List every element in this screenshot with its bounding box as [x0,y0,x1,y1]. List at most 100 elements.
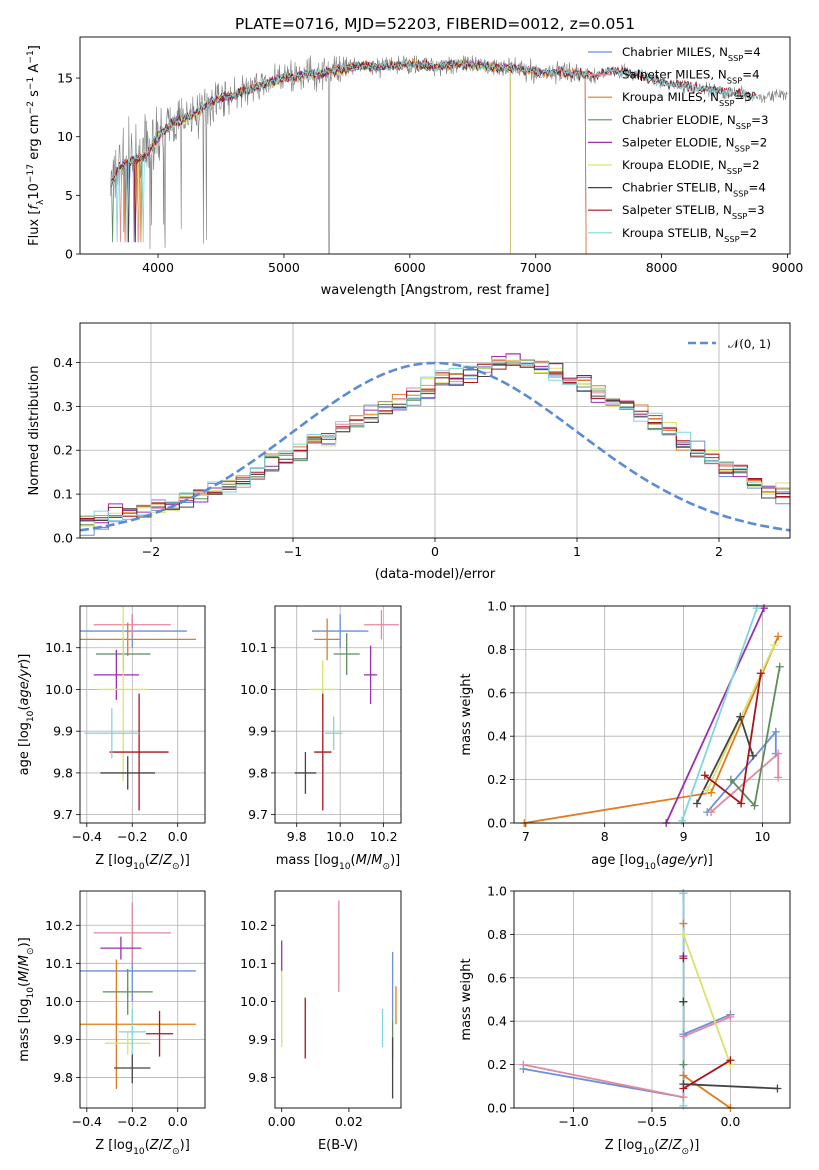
residuals-xtick-label: 1 [573,544,581,559]
legend-entry-part: Salpeter MILES, N [622,68,727,82]
plus-marker [774,632,783,641]
spectrum-plot [109,55,788,254]
mass-vs-metallicity-plot [80,902,196,1089]
residuals-axes: −2 −1 0 1 2 0.0 0.1 0.2 0.3 0.4 (data-model)/error… [27,322,791,582]
y-axis-label-part: age [log [17,722,32,775]
x-axis-label: Z [log10(Z/Z⊙)] [95,1138,190,1157]
model-kroupa-miles [111,57,587,254]
mass-weight-vs-metallicity-ytick-label: 0.8 [487,927,507,942]
age-vs-mass-ytick-label: 9.9 [248,724,268,739]
y-axis-label-part: M [17,971,32,982]
spectrum-xtick-label: 8000 [646,260,678,275]
mass-weight-vs-metallicity-axes: −1.0 −0.5 0.00.00.20.40.60.81.0Z [log10(Z/… [459,884,791,1157]
mass-vs-extinction-ytick-label: 10.0 [240,994,268,1009]
y-axis-label-part: A [27,64,42,77]
y-axis-label-part: −17 [26,164,36,183]
plus-marker [775,662,784,671]
x-axis-label-part: Z [658,1138,669,1153]
x-axis-label-part: mass [log [276,853,339,868]
legend-entry-part: SSP [719,98,734,108]
y-axis-label-part: s [27,90,42,101]
age-vs-mass-ytick-label: 9.7 [248,807,268,822]
legend-entry-part: SSP [728,53,743,63]
legend-entry: 𝒩(0, 1) [728,337,771,351]
legend-entry-part: Kroupa STELIB, N [622,226,724,240]
plus-marker [774,773,783,782]
x-axis-label-part: )] [689,1138,699,1153]
mass-weight-vs-metallicity-ytick-label: 0.2 [487,1057,507,1072]
y-axis-label-part: f [27,203,42,210]
legend-entry: Kroupa ELODIE, NSSP=2 [622,158,760,176]
x-axis-label-part: 10 [133,862,145,872]
plus-marker [726,775,735,784]
legend-entry-part: SSP [724,234,739,244]
plus-marker [770,641,779,650]
model-salpeter-miles [111,60,587,254]
mass-vs-extinction-ytick-label: 10.2 [240,918,268,933]
mass-weight-vs-age-xtick-label: 8 [601,829,609,844]
plus-marker [774,749,783,758]
y-axis-label-part: age/yr [17,662,32,705]
plus-marker [692,799,701,808]
plus-marker [756,669,765,678]
legend-entry-part: Salpeter ELODIE, N [622,135,734,149]
model-chabrier-elodie [111,58,511,254]
legend-entry-part: Kroupa ELODIE, N [622,158,727,172]
spectrum-xtick-label: 5000 [268,260,300,275]
mass-weight-vs-metallicity-ytick-label: 0.6 [487,970,507,985]
x-axis-label: Z [log10(Z/Z⊙)] [95,853,190,872]
mass-vs-metallicity-ytick-label: 9.9 [53,1032,73,1047]
residuals-ytick-label: 0.1 [53,487,73,502]
mass-weight-vs-age-plot [524,607,781,823]
x-axis-label-part: Z [log [95,853,133,868]
age-vs-mass-ytick-label: 9.8 [248,765,268,780]
plus-marker [679,930,688,939]
y-axis-label-part: −1 [26,50,36,63]
y-axis-label-part: )] [17,937,32,947]
x-axis-label-part: 10 [643,1147,655,1157]
x-axis-label-part: Z [162,1138,173,1153]
legend-entry-part: =4 [749,181,766,195]
mass-vs-extinction-axes: 0.00 0.02 9.8 9.9 10.0 10.1 10.2 E(B-V) [240,890,402,1153]
residuals-ytick-label: 0.2 [53,443,73,458]
y-axis-label-part: −2 [26,101,36,114]
plus-marker [700,771,709,780]
plus-marker [679,919,688,928]
x-axis-label-part: age [log [591,853,644,868]
chart-title: PLATE=0716, MJD=52203, FIBERID=0012, z=0… [235,15,635,33]
plus-marker [771,727,780,736]
age-vs-mass-xtick-label: 10.2 [370,829,398,844]
age-vs-mass-xtick-label: 9.8 [287,829,307,844]
x-axis-label-part: Z [log [95,1138,133,1153]
plus-marker [726,1012,735,1021]
x-axis-label-part: Z [162,853,173,868]
residuals-xtick-label: −1 [284,544,302,559]
plus-marker [519,1060,528,1069]
x-axis-label-part: ( [654,1138,659,1153]
y-axis-label: mass weight [459,958,474,1040]
y-axis-label-part: / [17,966,32,971]
axes-frame [79,36,791,255]
model-kroupa-stelib [111,59,756,243]
plus-marker [759,604,768,613]
y-axis-label-part: ( [17,982,32,987]
legend-entry: Kroupa MILES, NSSP=3 [622,90,752,108]
legend-entry-part: SSP [734,143,749,153]
y-axis-label-part: 10 [27,183,42,200]
age-vs-metallicity-axes: −0.4 −0.2 0.09.79.89.910.010.1Z [log10(Z/Z… [17,605,206,872]
model-salpeter-elodie [111,58,511,254]
y-axis-label-part: λ [36,199,46,205]
axes-frame [513,890,791,1109]
legend-entry: Salpeter ELODIE, NSSP=2 [622,135,767,153]
axes-frame [513,605,791,824]
plus-marker [736,712,745,721]
age-vs-metallicity-ytick-label: 9.8 [53,765,73,780]
mass-weight-vs-age-xtick-label: 7 [522,829,530,844]
residuals-plot [80,353,790,538]
y-axis-label: mass weight [459,673,474,755]
y-axis-label: mass [log10(M/M⊙)] [17,937,36,1061]
legend-entry: Kroupa STELIB, NSSP=2 [622,226,757,244]
legend-entry-part: SSP [733,189,748,199]
